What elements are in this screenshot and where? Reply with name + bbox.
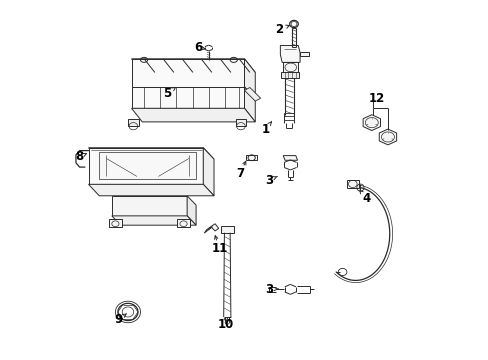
Text: 10: 10 bbox=[217, 318, 233, 331]
Polygon shape bbox=[112, 216, 196, 225]
Polygon shape bbox=[379, 129, 396, 145]
Polygon shape bbox=[283, 156, 297, 160]
Text: 11: 11 bbox=[211, 242, 227, 255]
Polygon shape bbox=[131, 59, 244, 87]
Text: 12: 12 bbox=[367, 92, 384, 105]
Text: 5: 5 bbox=[163, 87, 171, 100]
Text: 1: 1 bbox=[261, 122, 269, 136]
Polygon shape bbox=[131, 87, 244, 108]
Polygon shape bbox=[88, 148, 214, 159]
Polygon shape bbox=[187, 196, 196, 225]
Polygon shape bbox=[88, 184, 214, 196]
Polygon shape bbox=[282, 62, 298, 72]
Text: 3: 3 bbox=[264, 174, 272, 186]
Polygon shape bbox=[244, 59, 255, 100]
Polygon shape bbox=[363, 115, 380, 131]
Polygon shape bbox=[300, 51, 308, 56]
Polygon shape bbox=[112, 196, 187, 216]
Polygon shape bbox=[235, 119, 246, 126]
Text: 7: 7 bbox=[236, 167, 244, 180]
Polygon shape bbox=[109, 220, 122, 227]
Text: 6: 6 bbox=[193, 41, 202, 54]
Polygon shape bbox=[221, 226, 233, 233]
Text: 4: 4 bbox=[362, 192, 370, 205]
Polygon shape bbox=[280, 45, 300, 62]
Polygon shape bbox=[131, 59, 255, 72]
Polygon shape bbox=[246, 155, 257, 160]
Polygon shape bbox=[346, 180, 359, 188]
Polygon shape bbox=[88, 148, 203, 184]
Polygon shape bbox=[131, 108, 255, 122]
Polygon shape bbox=[177, 220, 190, 227]
Polygon shape bbox=[244, 87, 260, 101]
Text: 9: 9 bbox=[115, 312, 123, 326]
Polygon shape bbox=[244, 87, 255, 122]
Polygon shape bbox=[128, 119, 139, 126]
Text: 8: 8 bbox=[75, 150, 83, 163]
Polygon shape bbox=[203, 148, 214, 196]
Polygon shape bbox=[99, 152, 196, 179]
Text: 3: 3 bbox=[264, 283, 272, 296]
Polygon shape bbox=[281, 72, 299, 78]
Polygon shape bbox=[204, 224, 218, 233]
Text: 2: 2 bbox=[275, 23, 283, 36]
